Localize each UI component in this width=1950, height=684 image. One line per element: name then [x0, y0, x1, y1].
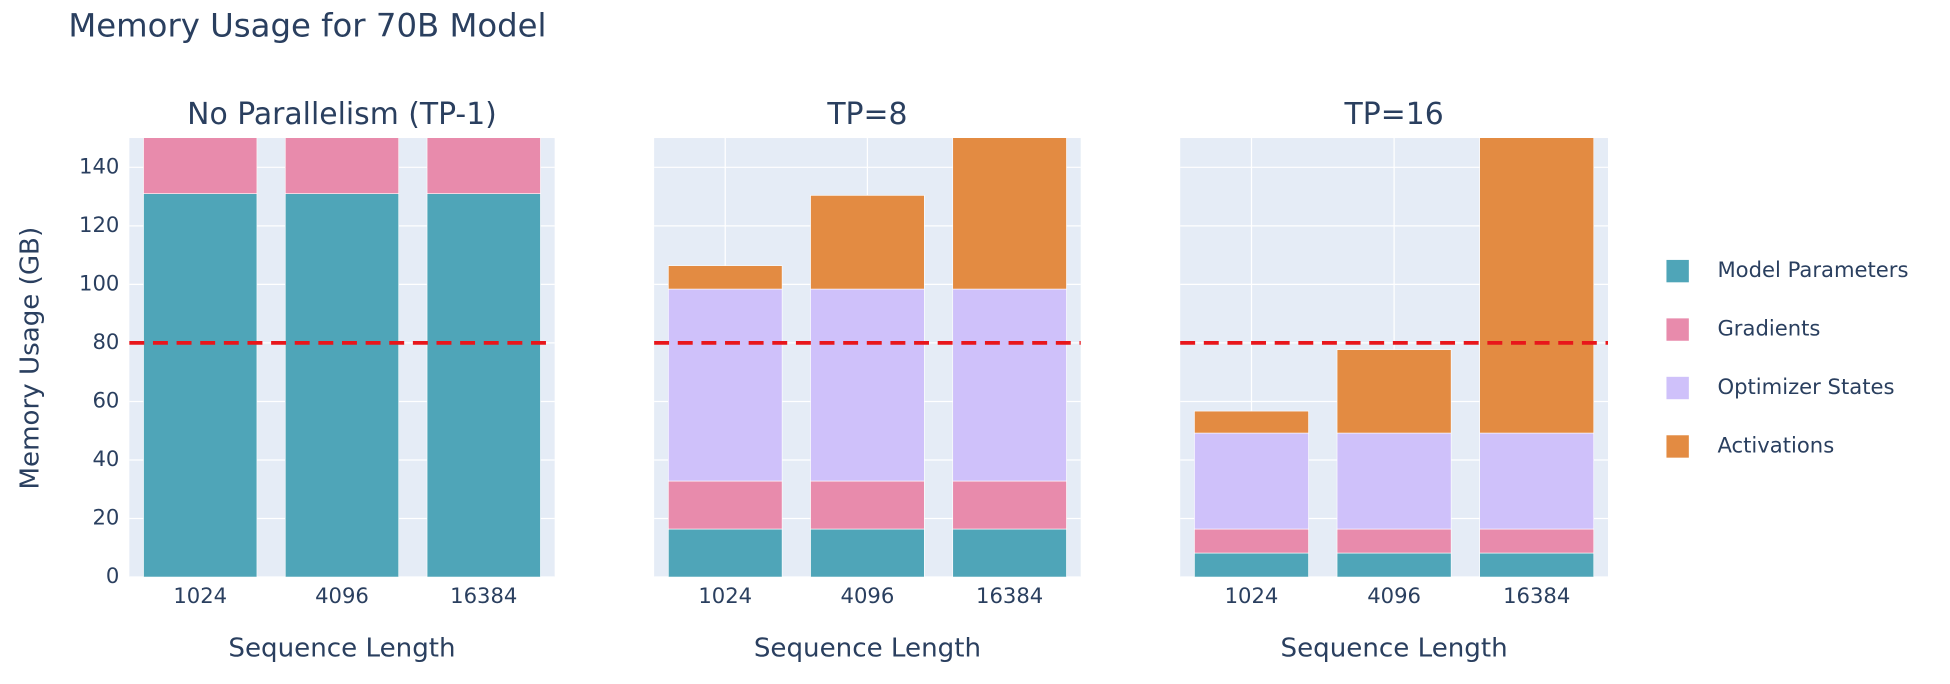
x-tick-label: 16384 [1503, 583, 1570, 608]
bar [668, 288, 783, 482]
legend-label: Gradients [1717, 316, 1820, 341]
x-tick-label: 16384 [450, 583, 517, 608]
bar [1194, 410, 1309, 434]
bar [810, 195, 925, 290]
bar [284, 138, 400, 194]
x-axis-title: Sequence Length [228, 634, 455, 664]
x-tick-label: 4096 [1367, 583, 1421, 608]
panel-title: No Parallelism (TP-1) [187, 97, 497, 132]
bar [426, 138, 541, 194]
panel-title: TP=16 [1344, 97, 1444, 132]
bar [284, 193, 400, 578]
bars [1194, 138, 1595, 578]
legend-swatch [1666, 259, 1689, 283]
bar [426, 193, 541, 578]
y-tick-label: 80 [92, 329, 119, 354]
legend-label: Model Parameters [1717, 257, 1908, 282]
bar [1336, 552, 1452, 578]
y-tick-label: 0 [106, 563, 119, 588]
y-tick-label: 60 [92, 387, 119, 412]
bar [1336, 432, 1452, 530]
panel-title: TP=8 [826, 97, 907, 132]
bar [1479, 138, 1595, 434]
bar [668, 480, 783, 530]
x-tick-label: 1024 [173, 583, 227, 608]
x-axis-title: Sequence Length [1281, 634, 1508, 664]
bar [1336, 528, 1452, 554]
y-tick-label: 100 [79, 270, 119, 295]
bar [1479, 432, 1595, 530]
bar [1194, 552, 1309, 578]
bar [952, 138, 1067, 290]
bar [810, 528, 925, 578]
x-tick-label: 1024 [698, 583, 752, 608]
bar [952, 480, 1067, 530]
legend-swatch [1666, 318, 1689, 341]
chart-title: Memory Usage for 70B Model [68, 6, 546, 44]
y-tick-label: 140 [79, 153, 119, 178]
bar [668, 528, 783, 578]
bar [1479, 528, 1595, 554]
bar [1336, 349, 1452, 434]
legend-swatch [1666, 376, 1689, 400]
bar [668, 265, 783, 290]
bar [1479, 552, 1595, 578]
bar [1194, 528, 1309, 554]
bar [810, 288, 925, 482]
y-tick-label: 120 [79, 212, 119, 237]
y-axis-title: Memory Usage (GB) [16, 227, 46, 490]
x-tick-label: 4096 [841, 583, 895, 608]
bar [143, 193, 258, 578]
legend-swatch [1666, 435, 1689, 458]
x-tick-label: 1024 [1225, 583, 1279, 608]
x-tick-label: 4096 [315, 583, 369, 608]
bar [143, 138, 258, 194]
x-axis-title: Sequence Length [754, 634, 981, 664]
y-tick-label: 20 [92, 505, 119, 530]
bar [1194, 432, 1309, 530]
x-tick-label: 16384 [976, 583, 1043, 608]
legend-label: Optimizer States [1717, 374, 1894, 399]
y-tick-label: 40 [92, 446, 119, 471]
bar [952, 288, 1067, 482]
bar [810, 480, 925, 530]
bar [952, 528, 1067, 578]
bars [143, 138, 541, 578]
legend-label: Activations [1717, 432, 1834, 457]
bars [668, 138, 1067, 578]
